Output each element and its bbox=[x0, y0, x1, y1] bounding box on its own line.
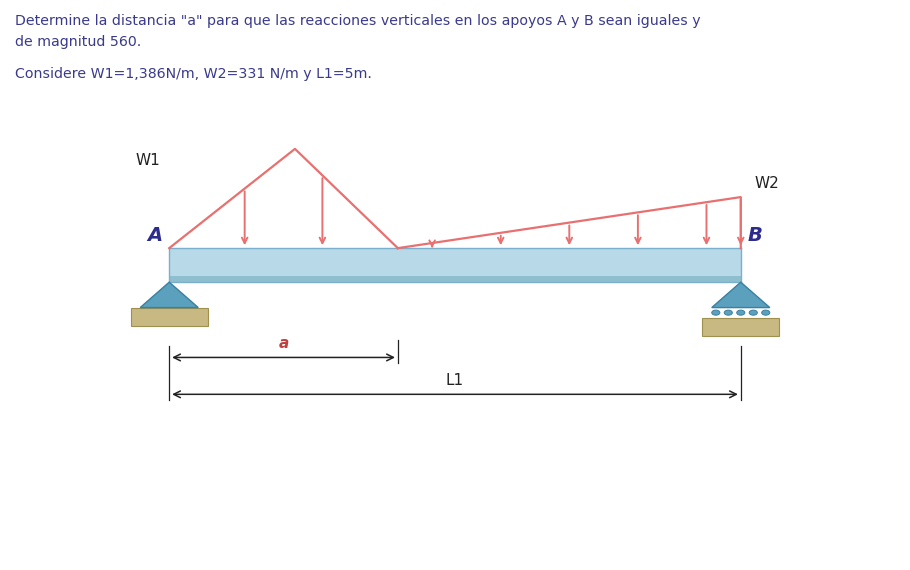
Text: B: B bbox=[748, 226, 763, 245]
Polygon shape bbox=[712, 282, 770, 308]
Bar bbox=[703, 317, 779, 336]
Text: W2: W2 bbox=[754, 176, 779, 192]
Text: A: A bbox=[147, 226, 162, 245]
Text: a: a bbox=[278, 336, 288, 351]
Text: de magnitud 560.: de magnitud 560. bbox=[15, 35, 141, 50]
Bar bbox=[169, 248, 741, 282]
Circle shape bbox=[712, 310, 720, 315]
Text: W1: W1 bbox=[136, 153, 160, 168]
Circle shape bbox=[737, 310, 745, 315]
Polygon shape bbox=[140, 282, 198, 308]
Text: L1: L1 bbox=[446, 373, 464, 388]
Circle shape bbox=[749, 310, 757, 315]
Bar bbox=[169, 276, 741, 282]
Bar bbox=[131, 308, 207, 325]
Circle shape bbox=[724, 310, 733, 315]
Circle shape bbox=[762, 310, 770, 315]
Text: Considere W1=1,386N/m, W2=331 N/m y L1=5m.: Considere W1=1,386N/m, W2=331 N/m y L1=5… bbox=[15, 67, 372, 80]
Text: Determine la distancia "a" para que las reacciones verticales en los apoyos A y : Determine la distancia "a" para que las … bbox=[15, 14, 701, 28]
